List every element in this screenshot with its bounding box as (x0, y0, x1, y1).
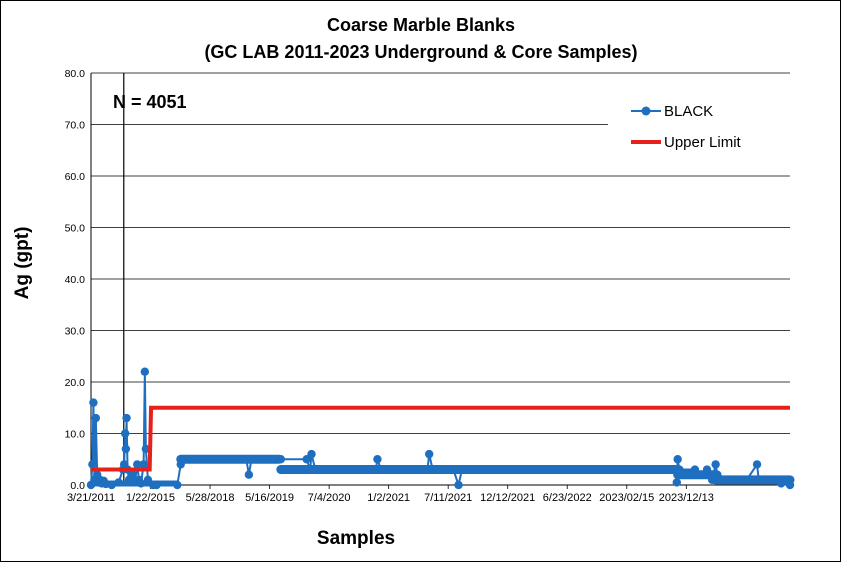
black-data-point (373, 455, 382, 464)
black-data-point (91, 413, 101, 423)
x-tick-label: 3/21/2011 (67, 492, 115, 504)
grid-lines (91, 72, 790, 486)
black-data-point (457, 465, 467, 474)
y-tick-label: 10.0 (65, 429, 86, 441)
x-tick-labels: 3/21/2011 1/22/2015 5/28/2018 5/16/2019 7/4/… (67, 485, 714, 504)
black-data-point (244, 470, 254, 479)
black-data-point (672, 478, 682, 487)
x-tick-label: 1/2/2021 (367, 492, 410, 504)
y-axis-label: Ag (gpt) (12, 227, 33, 300)
black-data-point (449, 465, 458, 474)
black-data-point (122, 413, 131, 423)
x-tick-label: 5/28/2018 (186, 492, 235, 504)
legend-box (608, 91, 793, 161)
black-data-point (428, 465, 437, 474)
black-data-point (785, 480, 795, 490)
black-data-point (311, 465, 320, 474)
y-tick-label: 20.0 (65, 377, 86, 389)
black-data-point (483, 465, 493, 474)
black-data-point (183, 455, 192, 464)
black-data-point (376, 465, 386, 474)
black-data-point (152, 480, 161, 490)
black-data-point (143, 475, 153, 485)
black-data-point (742, 475, 751, 485)
black-data-point (307, 449, 316, 459)
black-data-point (752, 460, 762, 469)
sample-count-annotation: N = 4051 (113, 92, 187, 112)
y-tick-label: 40.0 (65, 274, 86, 286)
y-tick-labels: 0.0 10.0 20.0 30.0 40.0 50.0 60.0 70.0 80.0 (65, 68, 86, 492)
y-tick-label: 50.0 (65, 223, 86, 235)
black-data-point (414, 465, 424, 474)
black-data-point (120, 429, 130, 438)
black-data-point (454, 480, 463, 490)
black-data-point (276, 455, 286, 464)
black-data-point (141, 444, 151, 454)
black-data-point (675, 465, 684, 474)
y-tick-label: 60.0 (65, 171, 86, 183)
chart-subtitle: (GC LAB 2011-2023 Underground & Core Sam… (204, 42, 637, 62)
black-data-point (702, 465, 712, 474)
x-tick-label: 1/22/2015 (126, 492, 175, 504)
y-tick-label: 30.0 (65, 326, 86, 338)
legend-upper-limit-label: Upper Limit (664, 134, 742, 151)
black-data-point (707, 475, 717, 485)
series-black (86, 367, 795, 490)
black-data-point (673, 455, 682, 464)
series-upper-limit (91, 405, 790, 472)
black-data-point (690, 465, 700, 474)
chart-title: Coarse Marble Blanks (327, 15, 515, 35)
upper-limit-line (91, 405, 790, 472)
legend-black-marker (641, 106, 651, 116)
y-tick-label: 0.0 (70, 480, 85, 492)
x-tick-label: 2023/12/13 (659, 492, 714, 504)
black-data-point (173, 480, 182, 490)
y-tick-label: 80.0 (65, 68, 86, 80)
x-tick-label: 5/16/2019 (245, 492, 294, 504)
black-data-point (136, 479, 146, 488)
black-data-point (140, 367, 150, 376)
black-data-point (776, 479, 786, 488)
black-data-point (587, 465, 596, 474)
black-data-point (133, 460, 142, 469)
x-tick-label: 6/23/2022 (543, 492, 592, 504)
y-tick-label: 70.0 (65, 120, 86, 132)
black-data-point (535, 465, 544, 474)
x-tick-label: 7/11/2021 (424, 492, 472, 504)
black-data-point (424, 449, 434, 459)
black-data-point (107, 480, 116, 490)
x-tick-label: 12/12/2021 (480, 492, 535, 504)
black-data-point (345, 465, 355, 474)
legend-black-label: BLACK (664, 103, 713, 120)
black-data-point (247, 455, 256, 464)
black-data-point (207, 455, 216, 464)
black-data-point (88, 460, 97, 469)
black-data-point (754, 475, 763, 485)
black-data-point (725, 475, 734, 485)
black-data-point (139, 460, 148, 469)
black-data-point (128, 470, 137, 479)
x-tick-label: 7/4/2020 (308, 492, 351, 504)
black-data-point (768, 475, 777, 485)
black-data-point (713, 470, 722, 479)
x-tick-label: 2023/02/15 (599, 492, 654, 504)
x-axis-label: Samples (317, 528, 395, 549)
black-data-point (121, 444, 131, 454)
black-data-point (114, 478, 123, 487)
black-data-point (89, 398, 98, 407)
legend: BLACK Upper Limit (608, 91, 793, 161)
black-data-point (711, 460, 720, 469)
